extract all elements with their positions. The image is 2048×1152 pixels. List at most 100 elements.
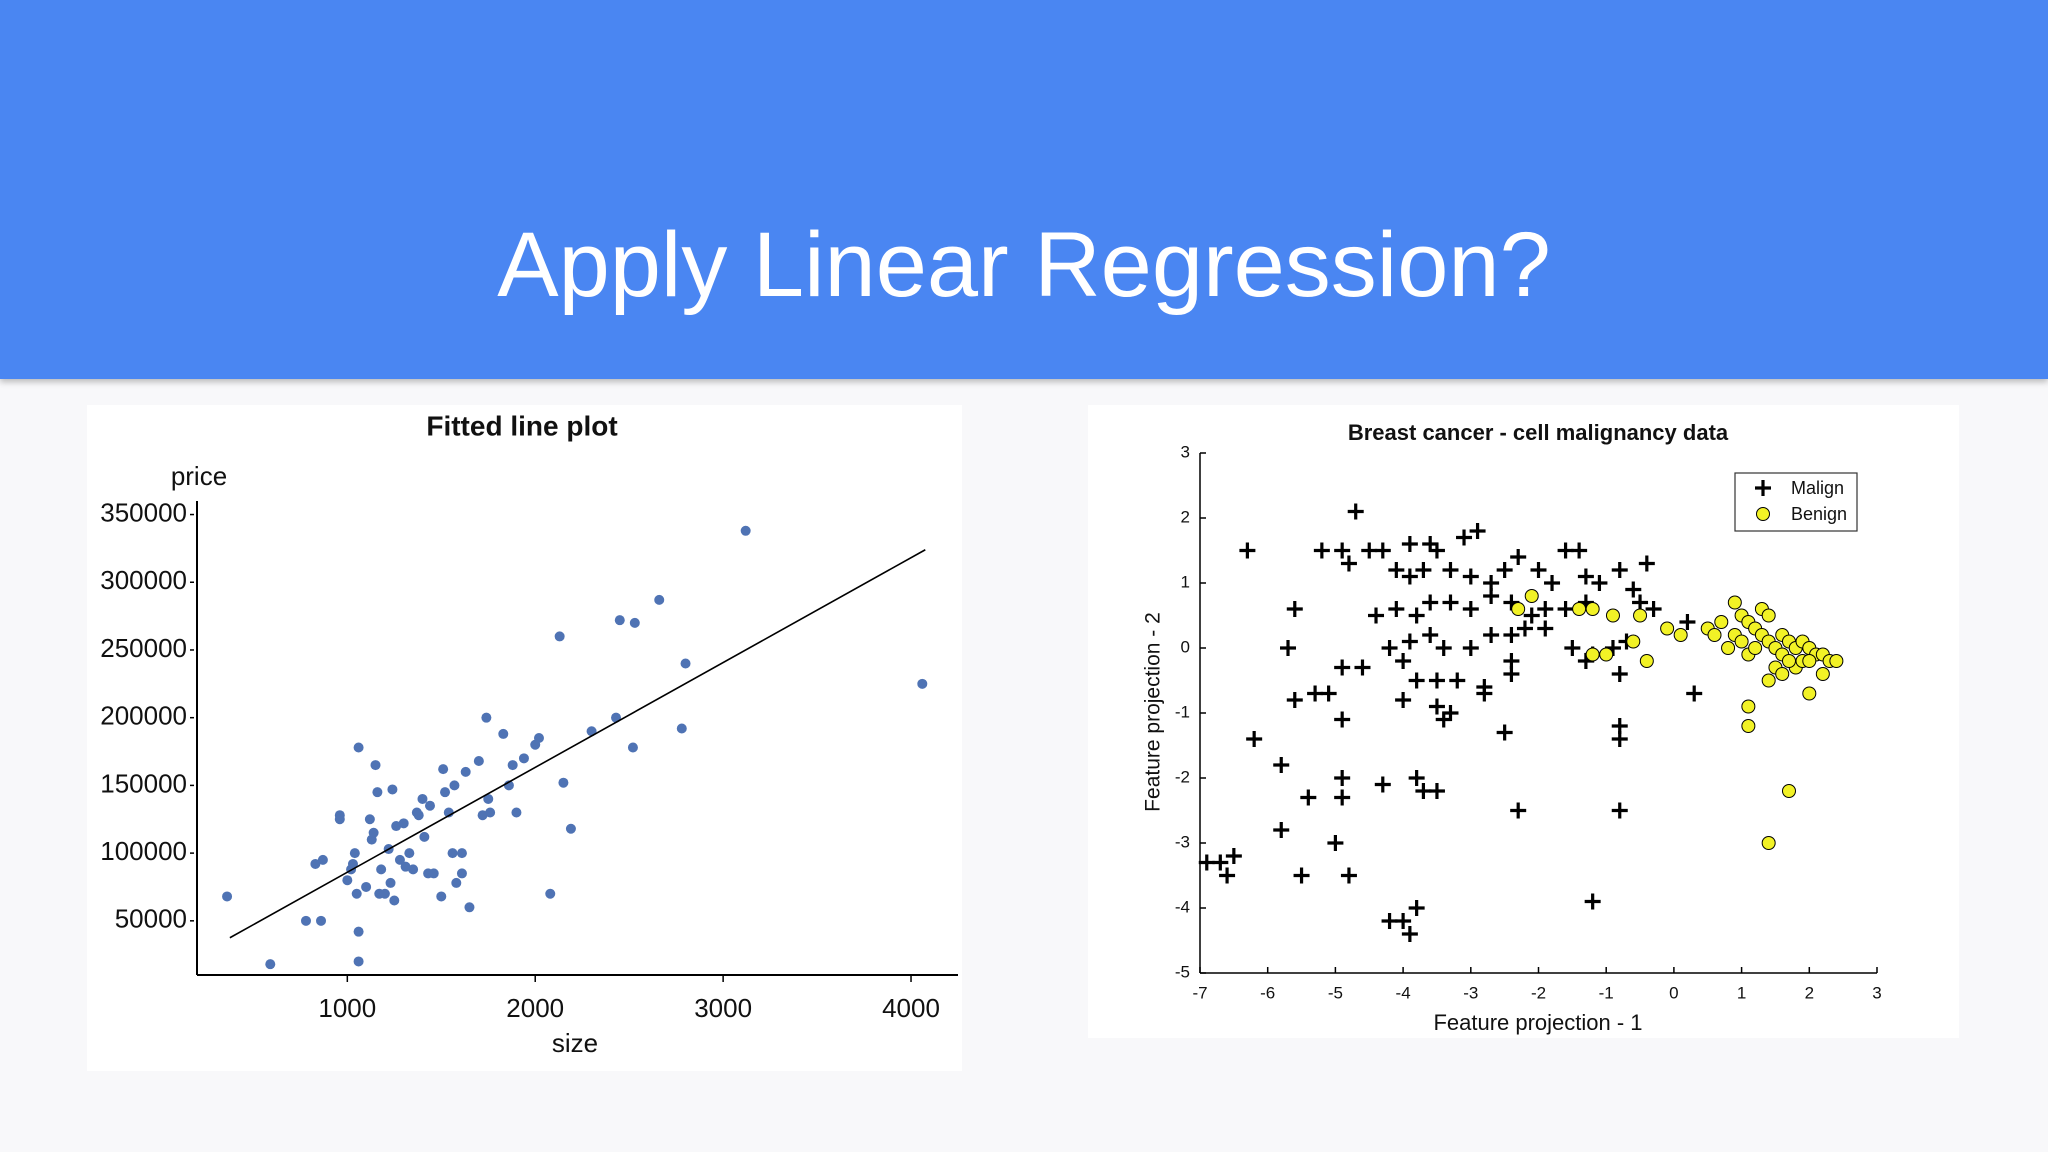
point — [1761, 673, 1776, 688]
point — [545, 888, 556, 899]
point — [1584, 893, 1601, 910]
point — [1462, 640, 1479, 656]
point — [1714, 615, 1729, 629]
point — [1761, 836, 1776, 850]
y-tick-label: 300000 — [100, 565, 187, 595]
y-tick-label: -4 — [1175, 897, 1190, 916]
point — [558, 777, 569, 788]
point — [481, 712, 492, 723]
point — [1537, 601, 1554, 617]
x-tick-label: 1000 — [318, 993, 376, 1023]
point — [389, 895, 400, 906]
point — [1537, 620, 1554, 637]
y-tick-label: -1 — [1175, 702, 1190, 721]
y-tick-label: 1 — [1181, 572, 1190, 591]
y-tick-label: 150000 — [100, 768, 187, 798]
point — [477, 810, 488, 821]
y-tick-label: 50000 — [115, 904, 187, 934]
point — [1638, 555, 1655, 572]
point — [1707, 628, 1722, 642]
legend-label: Benign — [1791, 504, 1847, 524]
point — [1334, 659, 1351, 676]
point — [1435, 711, 1452, 728]
point — [1462, 568, 1479, 585]
point — [464, 902, 475, 913]
point — [1611, 562, 1628, 578]
header-bar — [0, 0, 2048, 379]
point — [1286, 692, 1303, 708]
point — [1557, 542, 1574, 559]
point — [1741, 699, 1756, 714]
point — [372, 787, 383, 798]
point — [1829, 654, 1844, 668]
fitted-line — [229, 549, 926, 939]
x-tick-label: 4000 — [882, 993, 940, 1023]
y-tick-label: 250000 — [100, 633, 187, 663]
point — [1422, 594, 1439, 611]
point — [1428, 542, 1445, 559]
chart-title: Breast cancer - cell malignancy data — [1348, 420, 1729, 445]
point — [533, 733, 544, 743]
point — [1428, 698, 1445, 715]
point — [1605, 608, 1620, 623]
point — [317, 854, 328, 865]
x-tick-label: 3 — [1872, 983, 1881, 1002]
series-1 — [1511, 589, 1844, 850]
point — [614, 615, 625, 626]
point — [1408, 672, 1425, 689]
point — [1585, 602, 1600, 616]
point — [1802, 654, 1817, 668]
point — [511, 807, 522, 818]
point — [1802, 686, 1817, 701]
point — [1361, 542, 1378, 559]
point — [1340, 867, 1357, 884]
series-0 — [1198, 503, 1703, 942]
point — [385, 877, 396, 888]
y-tick-label: 3 — [1181, 442, 1190, 461]
point — [1442, 562, 1459, 578]
point — [1476, 685, 1493, 702]
point — [451, 877, 462, 888]
point — [1225, 848, 1242, 864]
point — [1408, 607, 1425, 624]
point — [1611, 666, 1628, 682]
point — [1286, 601, 1303, 617]
point — [353, 742, 364, 753]
point — [565, 823, 576, 834]
legend-marker — [1755, 480, 1771, 496]
point — [436, 891, 447, 902]
point — [1660, 621, 1675, 636]
point — [1673, 628, 1688, 642]
point — [1442, 594, 1459, 611]
point — [300, 915, 311, 926]
point — [449, 780, 460, 791]
point — [1503, 666, 1520, 682]
point — [316, 915, 327, 926]
y-tick-label: -5 — [1175, 962, 1190, 981]
point — [1381, 640, 1398, 656]
point — [1307, 685, 1324, 702]
point — [1611, 802, 1628, 819]
point — [1510, 802, 1527, 819]
point — [507, 760, 518, 771]
y-axis-label: Feature projection - 2 — [1142, 612, 1165, 812]
y-tick-label: 2 — [1181, 507, 1190, 526]
point — [483, 793, 494, 804]
point — [265, 959, 276, 970]
point — [1273, 757, 1290, 773]
x-axis-label: size — [552, 1028, 598, 1058]
point — [1585, 647, 1600, 662]
y-tick-label: 100000 — [100, 836, 187, 866]
point — [1273, 822, 1290, 838]
point — [347, 858, 358, 869]
point — [1483, 588, 1500, 604]
point — [654, 594, 665, 605]
point — [370, 760, 381, 771]
point — [1422, 627, 1439, 643]
point — [1503, 627, 1520, 643]
point — [1388, 562, 1405, 578]
point — [404, 848, 415, 859]
point — [417, 793, 428, 804]
point — [1293, 867, 1310, 884]
x-tick-label: -2 — [1531, 983, 1546, 1002]
